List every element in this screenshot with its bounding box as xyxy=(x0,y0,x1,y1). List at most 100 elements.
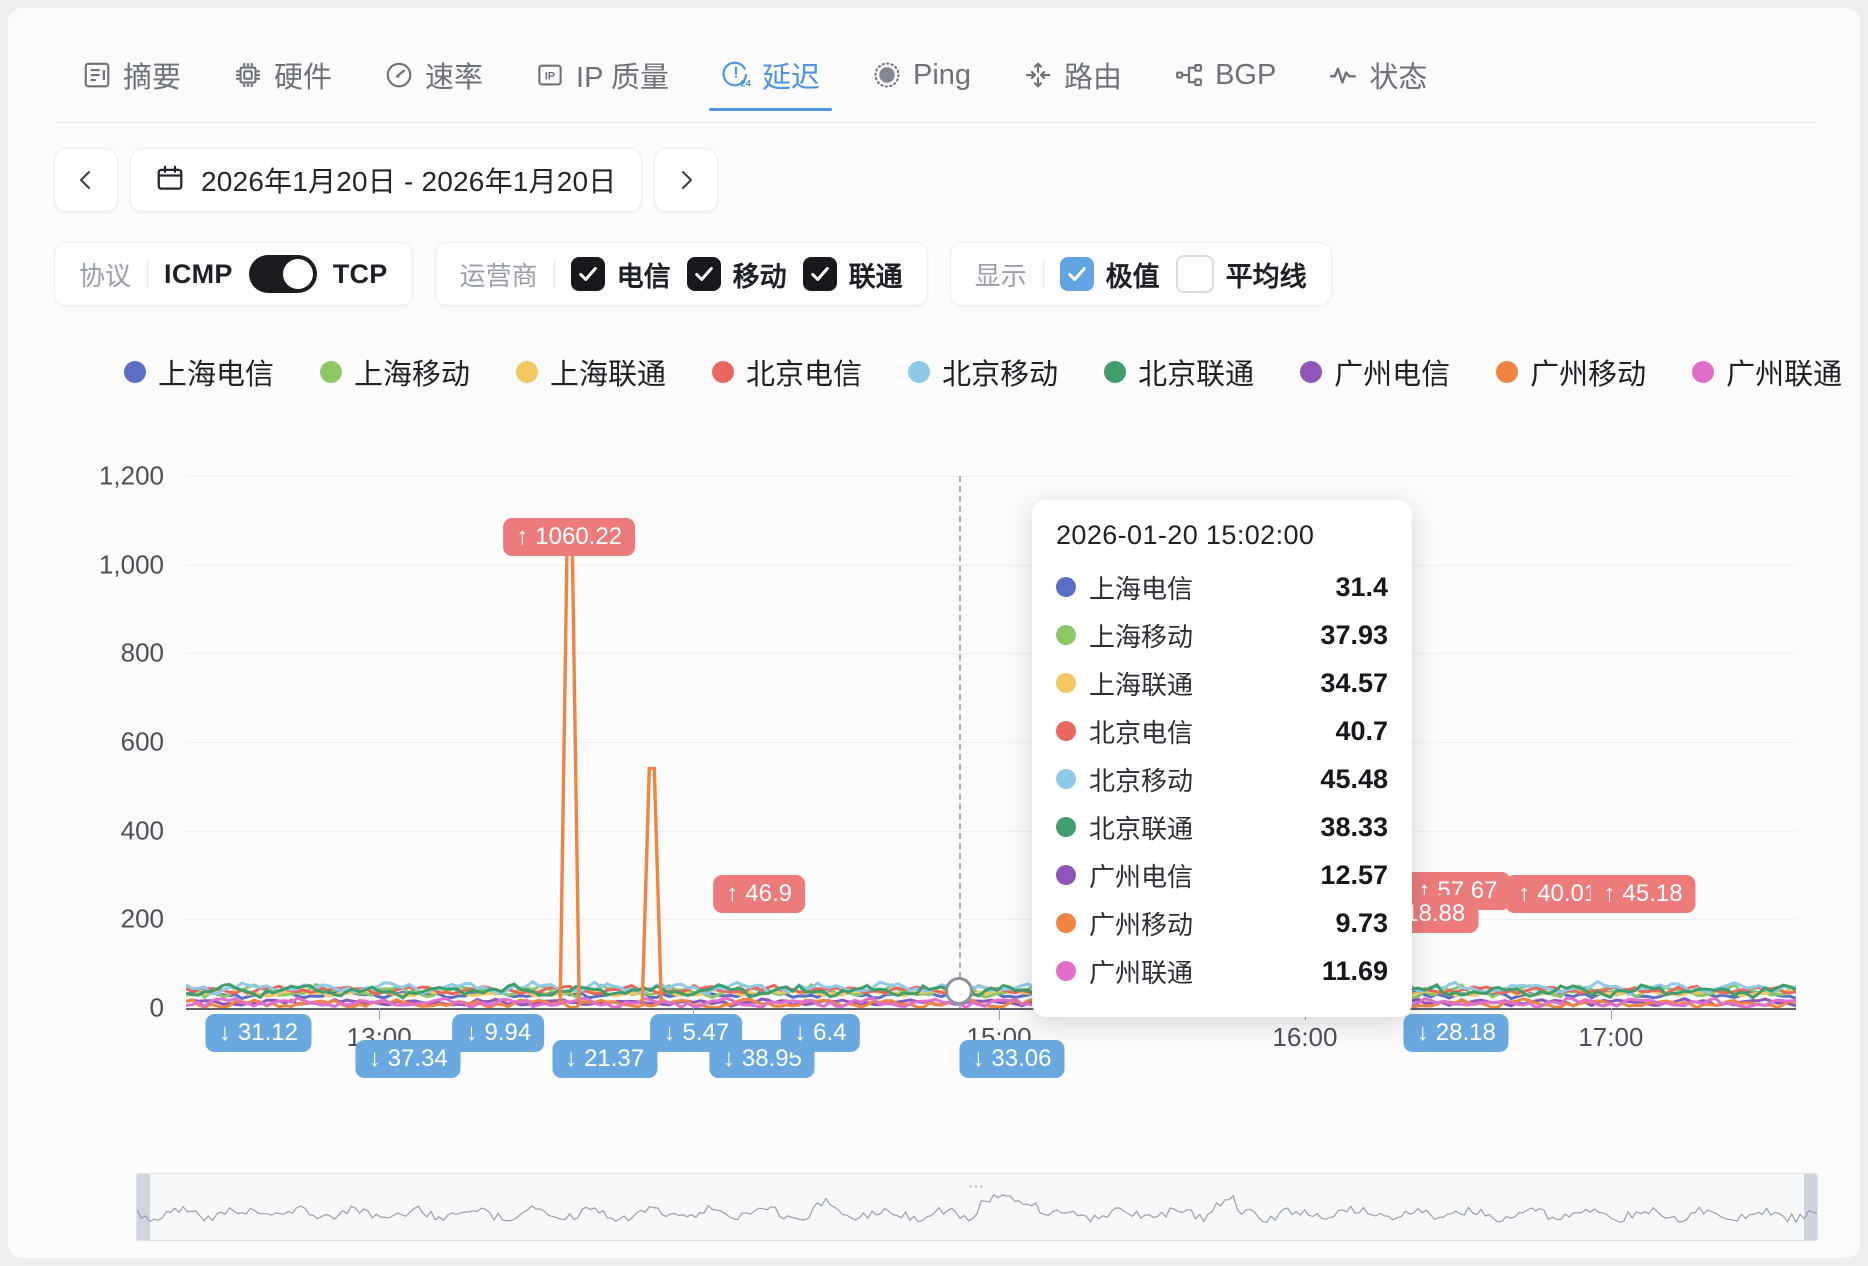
latency-24h-icon: 24 xyxy=(721,60,751,90)
svg-text:IP: IP xyxy=(545,71,555,83)
tab-label: 路由 xyxy=(1064,62,1123,94)
tooltip-series-value: 12.57 xyxy=(1320,859,1388,890)
route-icon xyxy=(1023,60,1053,90)
display-checkbox-extremes[interactable]: 极值 xyxy=(1059,255,1160,294)
operator-filter: 运营商 电信 移动 联通 xyxy=(434,242,928,306)
legend-item[interactable]: 广州移动 xyxy=(1496,351,1646,393)
arrow-down-icon: ↓ xyxy=(1416,1019,1429,1046)
x-axis-tickmark xyxy=(1610,1008,1612,1020)
svg-text:24: 24 xyxy=(740,78,751,88)
tab-label: 延迟 xyxy=(761,62,820,94)
protocol-icmp-label[interactable]: ICMP xyxy=(164,258,233,289)
protocol-toggle[interactable] xyxy=(248,255,317,293)
legend-item[interactable]: 北京联通 xyxy=(1104,351,1254,393)
x-axis-tickmark xyxy=(379,1008,381,1020)
tab-summary[interactable]: 摘要 xyxy=(56,40,207,110)
prev-period-button[interactable] xyxy=(54,148,118,212)
chart-tooltip: 2026-01-20 15:02:00 上海电信 31.4 上海移动 37.93 上海联… xyxy=(1032,500,1412,1017)
tab-route[interactable]: 路由 xyxy=(997,40,1148,110)
max-value-badge: ↑ 45.18 xyxy=(1590,875,1696,913)
badge-value: 9.94 xyxy=(484,1019,532,1046)
chart-cursor-point xyxy=(944,977,973,1006)
legend-item[interactable]: 北京移动 xyxy=(908,351,1058,393)
tooltip-series-name: 广州移动 xyxy=(1089,909,1194,940)
chart-plot-area[interactable]: 02004006008001,0001,20013:0014:0015:0016… xyxy=(99,461,1796,1078)
next-period-button[interactable] xyxy=(653,148,718,212)
minimap-handle-left[interactable] xyxy=(137,1174,150,1240)
checkbox-checked-icon xyxy=(802,257,837,291)
protocol-label: 协议 xyxy=(79,260,132,291)
operator-checkbox-mobile[interactable]: 移动 xyxy=(686,255,787,294)
chart-gridline xyxy=(186,476,1796,477)
main-tabbar: 摘要 硬件 速率 IP IP 质量 24 延迟 Ping 路由 BGP xyxy=(56,40,1816,123)
legend-label: 上海联通 xyxy=(550,359,667,391)
tab-hardware[interactable]: 硬件 xyxy=(207,40,358,110)
tab-bgp[interactable]: BGP xyxy=(1148,40,1302,110)
date-range-picker[interactable]: 2026年1月20日 - 2026年1月20日 xyxy=(130,148,642,212)
chart-gridline xyxy=(186,742,1796,743)
x-axis-line xyxy=(186,1008,1796,1010)
tab-latency[interactable]: 24 延迟 xyxy=(695,40,846,111)
tab-ping[interactable]: Ping xyxy=(846,40,997,110)
tab-speed[interactable]: 速率 xyxy=(358,40,509,110)
legend-color-dot xyxy=(124,361,146,383)
minimap-sparkline xyxy=(137,1193,1817,1224)
tooltip-series-name: 广州电信 xyxy=(1089,861,1194,892)
operator-label-mobile: 移动 xyxy=(732,261,787,292)
chart-gridline xyxy=(186,564,1796,566)
display-checkbox-average[interactable]: 平均线 xyxy=(1175,255,1307,294)
legend-label: 上海电信 xyxy=(158,359,275,391)
toggle-knob xyxy=(282,259,313,289)
legend-item[interactable]: 上海电信 xyxy=(124,351,274,393)
arrow-down-icon: ↓ xyxy=(218,1019,231,1046)
legend-color-dot xyxy=(320,361,343,383)
minimap-grip[interactable]: ⋯ xyxy=(967,1177,987,1196)
legend-item[interactable]: 上海联通 xyxy=(516,351,666,393)
tab-label: BGP xyxy=(1215,58,1277,91)
legend-item[interactable]: 广州联通 xyxy=(1692,351,1842,393)
x-axis-tick: 16:00 xyxy=(1272,1022,1338,1052)
tab-label: 摘要 xyxy=(123,62,182,94)
legend-item[interactable]: 广州电信 xyxy=(1300,351,1450,393)
min-value-badge: ↓ 33.06 xyxy=(959,1040,1065,1078)
legend-item[interactable]: 北京电信 xyxy=(712,351,862,393)
badge-value: 18.88 xyxy=(1405,900,1466,927)
legend-label: 北京电信 xyxy=(746,359,863,391)
legend-color-dot xyxy=(516,361,539,383)
operator-label-telecom: 电信 xyxy=(616,261,671,292)
legend-label: 上海移动 xyxy=(354,359,471,391)
x-axis-tick: 17:00 xyxy=(1578,1022,1644,1052)
minimap-handle-right[interactable] xyxy=(1804,1174,1817,1240)
tab-label: 状态 xyxy=(1369,62,1428,94)
tooltip-row: 上海移动 37.93 xyxy=(1056,611,1388,659)
series-line xyxy=(186,982,1796,1000)
badge-value: 21.37 xyxy=(584,1045,645,1072)
protocol-filter: 协议 ICMP TCP xyxy=(54,242,413,306)
tooltip-row: 北京联通 38.33 xyxy=(1056,803,1388,851)
badge-value: 28.18 xyxy=(1435,1019,1496,1046)
operator-label: 运营商 xyxy=(459,260,538,291)
latency-chart[interactable]: 02004006008001,0001,20013:0014:0015:0016… xyxy=(56,448,1816,1138)
tooltip-color-dot xyxy=(1056,865,1076,885)
legend-item[interactable]: 上海移动 xyxy=(320,351,470,393)
y-axis-tick: 600 xyxy=(120,726,164,757)
arrow-down-icon: ↓ xyxy=(368,1045,381,1072)
operator-checkbox-unicom[interactable]: 联通 xyxy=(802,255,903,294)
tab-status[interactable]: 状态 xyxy=(1302,40,1453,110)
legend-color-dot xyxy=(1300,361,1323,383)
chart-range-minimap[interactable]: ⋯ xyxy=(136,1173,1818,1241)
tab-ip-quality[interactable]: IP IP 质量 xyxy=(509,40,695,110)
protocol-tcp-label[interactable]: TCP xyxy=(332,258,388,289)
checkbox-checked-icon xyxy=(686,257,721,291)
badge-value: 1060.22 xyxy=(535,523,623,551)
tooltip-series-value: 45.48 xyxy=(1320,763,1388,794)
operator-checkbox-telecom[interactable]: 电信 xyxy=(570,255,671,294)
calendar-icon xyxy=(155,163,185,198)
arrow-down-icon: ↓ xyxy=(794,1019,807,1046)
speedometer-icon xyxy=(384,60,414,90)
checkbox-checked-icon xyxy=(1059,257,1094,291)
filter-row: 协议 ICMP TCP 运营商 电信 移动 联通 显示 xyxy=(54,242,1332,306)
badge-value: 37.34 xyxy=(387,1045,448,1072)
tooltip-series-value: 37.93 xyxy=(1320,619,1388,650)
bgp-network-icon xyxy=(1174,60,1204,90)
